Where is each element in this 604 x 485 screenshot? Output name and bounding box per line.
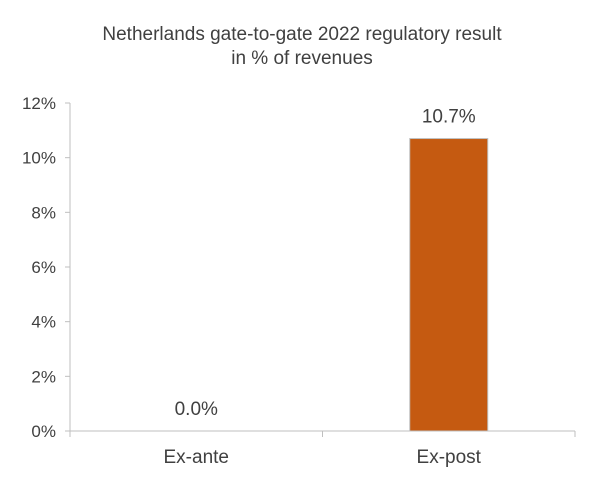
axes: 0% 2% 4% 6% 8% 10% 12% Ex-ante Ex-post xyxy=(22,94,576,468)
x-category-label: Ex-post xyxy=(417,447,482,468)
x-category-label: Ex-ante xyxy=(164,447,229,468)
y-tick-label: 0% xyxy=(31,422,56,441)
chart-title-line-1: Netherlands gate-to-gate 2022 regulatory… xyxy=(102,24,502,45)
y-tick-label: 8% xyxy=(31,203,56,222)
y-tick-label: 2% xyxy=(31,367,56,386)
chart-title-line-2: in % of revenues xyxy=(231,48,373,69)
y-tick-label: 6% xyxy=(31,258,56,277)
data-labels: 0.0% 10.7% xyxy=(175,107,476,420)
data-label: 10.7% xyxy=(422,107,476,128)
bars xyxy=(409,138,489,432)
y-tick-label: 4% xyxy=(31,313,56,332)
y-tick-label: 12% xyxy=(22,94,56,113)
bar-ex-post xyxy=(409,138,489,432)
y-tick-label: 10% xyxy=(22,149,56,168)
data-label: 0.0% xyxy=(175,399,218,420)
